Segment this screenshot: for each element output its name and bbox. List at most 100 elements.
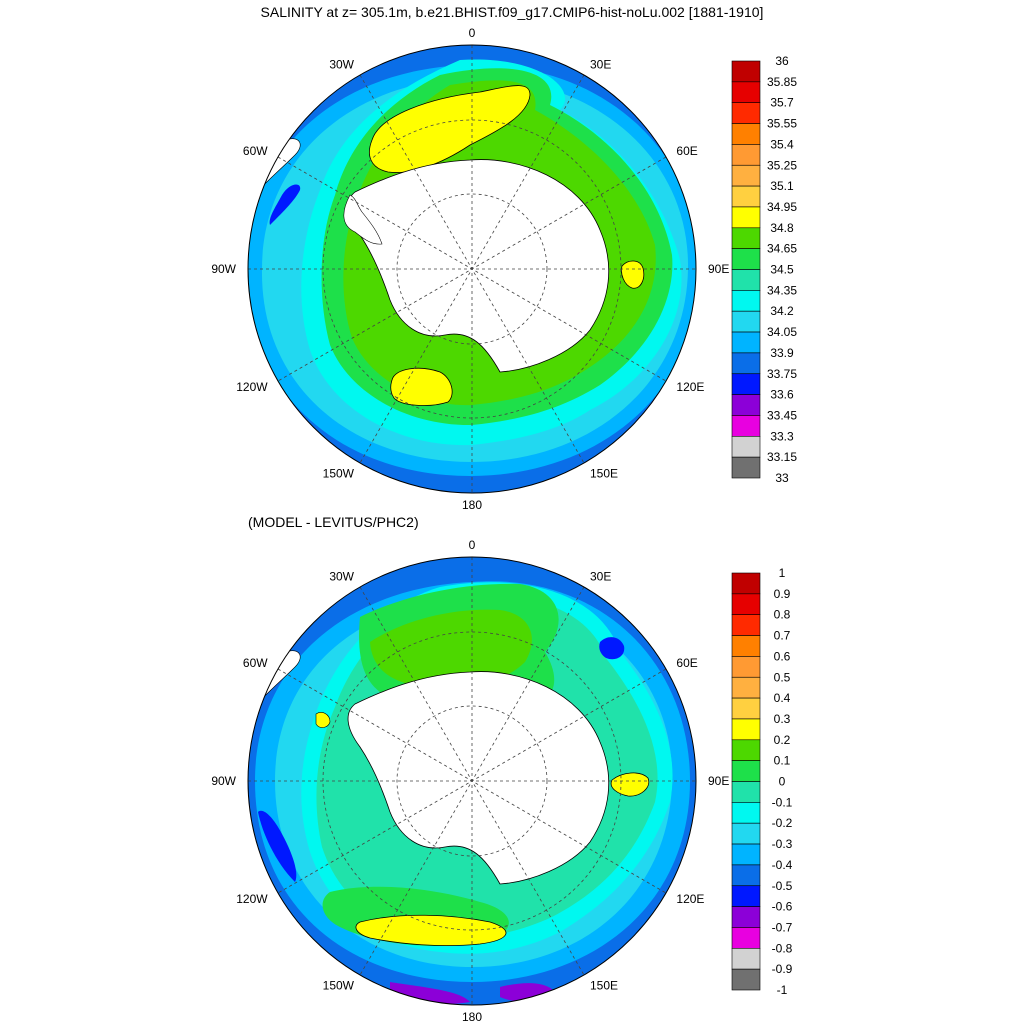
longitude-label: 180 bbox=[462, 1010, 482, 1024]
colorbar-swatch bbox=[731, 656, 761, 678]
colorbar-label: 35.55 bbox=[767, 117, 797, 131]
longitude-label: 150E bbox=[590, 466, 618, 480]
longitude-label: 90W bbox=[211, 262, 236, 276]
colorbar-label: 0.7 bbox=[774, 629, 791, 643]
longitude-label: 60W bbox=[243, 656, 268, 670]
colorbar-swatch bbox=[731, 572, 761, 595]
top-colorbar: 36 35.85 35.7 35.55 35.4 35.25 35.1 34.95 34.8 34… bbox=[731, 54, 797, 485]
colorbar-swatch bbox=[731, 81, 761, 103]
colorbar-label: 1 bbox=[779, 566, 786, 580]
longitude-label: 30W bbox=[329, 570, 354, 584]
colorbar-swatch bbox=[731, 864, 761, 887]
top-salinity-map-panel: 0 30E 60E 90E 120E 150E 180 150W 120W 90W 60W 30W 3… bbox=[211, 26, 797, 512]
colorbar-label: 33.3 bbox=[770, 429, 794, 443]
colorbar-swatch bbox=[731, 614, 761, 636]
longitude-label: 120E bbox=[676, 892, 704, 906]
colorbar-label: 34.5 bbox=[770, 263, 794, 277]
top-map-title: SALINITY at z= 305.1m, b.e21.BHIST.f09_g… bbox=[260, 4, 764, 20]
colorbar-swatch bbox=[731, 206, 761, 229]
top-graticule bbox=[248, 45, 696, 493]
colorbar-swatch bbox=[731, 760, 761, 782]
colorbar-swatch bbox=[731, 123, 761, 145]
colorbar-label: 34.05 bbox=[767, 325, 797, 339]
colorbar-swatch bbox=[731, 885, 761, 907]
colorbar-label: 35.85 bbox=[767, 75, 797, 89]
colorbar-label: 33.9 bbox=[770, 346, 794, 360]
longitude-label: 120W bbox=[236, 380, 268, 394]
colorbar-label: 34.2 bbox=[770, 304, 794, 318]
colorbar-swatch bbox=[731, 635, 761, 657]
colorbar-label: -0.3 bbox=[772, 837, 793, 851]
colorbar-swatch bbox=[731, 102, 761, 124]
colorbar-label: 33 bbox=[775, 471, 789, 485]
colorbar-swatch bbox=[731, 822, 761, 845]
longitude-label: 90W bbox=[211, 774, 236, 788]
longitude-label: 120E bbox=[676, 380, 704, 394]
colorbar-label: -0.9 bbox=[772, 962, 793, 976]
colorbar-swatch bbox=[731, 415, 761, 437]
colorbar-label: 0.9 bbox=[774, 587, 791, 601]
colorbar-swatch bbox=[731, 906, 761, 928]
colorbar-label: -0.8 bbox=[772, 941, 793, 955]
longitude-label: 150E bbox=[590, 978, 618, 992]
bottom-longitude-labels: 0 30E 60E 90E 120E 150E 180 150W 120W 90W 60W 30W bbox=[211, 538, 729, 1024]
colorbar-label: 33.6 bbox=[770, 388, 794, 402]
longitude-label: 90E bbox=[708, 774, 729, 788]
colorbar-label: 35.25 bbox=[767, 158, 797, 172]
colorbar-swatch bbox=[731, 968, 761, 991]
colorbar-label: 35.4 bbox=[770, 137, 794, 151]
top-map-field bbox=[248, 45, 696, 493]
colorbar-swatch bbox=[731, 927, 761, 949]
bottom-graticule bbox=[248, 557, 696, 1005]
colorbar-swatch bbox=[731, 394, 761, 416]
colorbar-label: -0.7 bbox=[772, 920, 793, 934]
colorbar-label: -0.1 bbox=[772, 795, 793, 809]
longitude-label: 180 bbox=[462, 498, 482, 512]
bottom-map-title: (MODEL - LEVITUS/PHC2) bbox=[248, 514, 419, 530]
colorbar-label: -0.6 bbox=[772, 900, 793, 914]
top-longitude-labels: 0 30E 60E 90E 120E 150E 180 150W 120W 90W 60W 30W bbox=[211, 26, 729, 512]
longitude-label: 60E bbox=[676, 656, 697, 670]
colorbar-label: 34.8 bbox=[770, 221, 794, 235]
colorbar-swatch bbox=[731, 456, 761, 479]
colorbar-label: 34.35 bbox=[767, 283, 797, 297]
longitude-label: 0 bbox=[469, 538, 476, 552]
colorbar-label: -0.5 bbox=[772, 879, 793, 893]
colorbar-label: 33.15 bbox=[767, 450, 797, 464]
colorbar-label: 35.1 bbox=[770, 179, 794, 193]
colorbar-label: 0.6 bbox=[774, 649, 791, 663]
colorbar-swatch bbox=[731, 947, 761, 970]
colorbar-swatch bbox=[731, 144, 761, 166]
colorbar-label: 33.75 bbox=[767, 367, 797, 381]
colorbar-label: 34.65 bbox=[767, 242, 797, 256]
colorbar-swatch bbox=[731, 435, 761, 458]
bottom-colorbar: 1 0.9 0.8 0.7 0.6 0.5 0.4 0.3 0.2 0.1 0 -0.1 -0.2 -0.… bbox=[731, 566, 793, 997]
colorbar-label: 0 bbox=[779, 775, 786, 789]
colorbar-swatch bbox=[731, 593, 761, 615]
colorbar-swatch bbox=[731, 373, 761, 395]
colorbar-swatch bbox=[731, 164, 761, 187]
colorbar-label: 0.4 bbox=[774, 691, 791, 705]
colorbar-swatch bbox=[731, 248, 761, 270]
colorbar-label: 34.95 bbox=[767, 200, 797, 214]
longitude-label: 60E bbox=[676, 144, 697, 158]
colorbar-swatch bbox=[731, 802, 761, 824]
colorbar-label: 0.2 bbox=[774, 733, 791, 747]
colorbar-swatch bbox=[731, 739, 761, 761]
bottom-map-field bbox=[248, 557, 696, 1005]
colorbar-swatch bbox=[731, 185, 761, 208]
colorbar-label: 0.3 bbox=[774, 712, 791, 726]
colorbar-swatch bbox=[731, 781, 761, 803]
longitude-label: 60W bbox=[243, 144, 268, 158]
longitude-label: 30E bbox=[590, 570, 611, 584]
longitude-label: 120W bbox=[236, 892, 268, 906]
colorbar-label: -0.2 bbox=[772, 816, 793, 830]
longitude-label: 30W bbox=[329, 58, 354, 72]
colorbar-label: -0.4 bbox=[772, 858, 793, 872]
top-map-border bbox=[247, 44, 697, 494]
colorbar-swatch bbox=[731, 718, 761, 741]
colorbar-swatch bbox=[731, 331, 761, 354]
colorbar-swatch bbox=[731, 352, 761, 375]
bottom-map-border bbox=[247, 556, 697, 1006]
colorbar-swatch bbox=[731, 269, 761, 291]
